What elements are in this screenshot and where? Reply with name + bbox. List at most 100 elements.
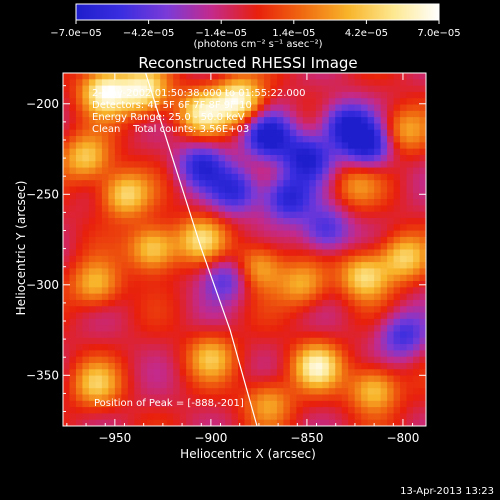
heatmap-cell	[192, 117, 200, 125]
heatmap-cell	[315, 217, 323, 225]
heatmap-cell	[244, 243, 252, 251]
heatmap-cell	[160, 413, 168, 421]
heatmap-cell	[186, 394, 194, 402]
heatmap-cell	[263, 337, 272, 345]
heatmap-cell	[127, 161, 135, 169]
heatmap-cell	[361, 85, 369, 93]
heatmap-cell	[322, 211, 330, 219]
heatmap-cell	[270, 356, 278, 364]
heatmap-cell	[108, 281, 116, 288]
heatmap-cell	[393, 394, 401, 402]
heatmap-cell	[302, 312, 310, 320]
heatmap-cell	[263, 180, 272, 188]
heatmap-cell	[328, 211, 336, 219]
heatmap-cell	[263, 299, 272, 307]
heatmap-cell	[212, 211, 220, 219]
heatmap-cell	[166, 350, 174, 358]
heatmap-cell	[354, 205, 362, 213]
heatmap-cell	[250, 388, 259, 396]
heatmap-cell	[238, 230, 246, 238]
heatmap-cell	[153, 419, 161, 426]
heatmap-cell	[192, 148, 200, 156]
heatmap-cell	[244, 211, 252, 219]
heatmap-cell	[374, 407, 382, 414]
heatmap-cell	[315, 180, 323, 188]
heatmap-cell	[225, 123, 233, 131]
heatmap-cell	[218, 337, 226, 345]
heatmap-cell	[413, 117, 421, 125]
heatmap-cell	[322, 91, 330, 99]
heatmap-cell	[63, 407, 71, 414]
heatmap-cell	[328, 161, 336, 169]
heatmap-cell	[374, 110, 382, 118]
heatmap-cell	[244, 110, 252, 118]
heatmap-cell	[192, 268, 200, 276]
heatmap-cell	[114, 192, 122, 200]
heatmap-cell	[296, 369, 304, 377]
heatmap-cell	[406, 154, 414, 162]
heatmap-cell	[225, 318, 233, 326]
heatmap-cell	[127, 230, 135, 238]
heatmap-cell	[250, 306, 259, 314]
heatmap-cell	[186, 79, 194, 87]
heatmap-cell	[257, 123, 265, 131]
heatmap-cell	[309, 230, 317, 238]
heatmap-cell	[393, 205, 401, 213]
heatmap-cell	[160, 388, 168, 396]
heatmap-cell	[309, 173, 317, 181]
heatmap-cell	[199, 388, 207, 396]
heatmap-cell	[153, 356, 161, 364]
heatmap-cell	[374, 356, 382, 364]
heatmap-cell	[354, 369, 362, 377]
heatmap-cell	[257, 331, 265, 339]
heatmap-cell	[328, 224, 336, 232]
heatmap-cell	[108, 388, 116, 396]
heatmap-cell	[406, 293, 414, 301]
heatmap-cell	[244, 136, 252, 143]
heatmap-cell	[296, 325, 304, 333]
heatmap-cell	[315, 413, 323, 421]
heatmap-cell	[192, 73, 200, 80]
heatmap-cell	[95, 91, 103, 99]
heatmap-cell	[63, 299, 71, 307]
heatmap-cell	[400, 400, 408, 408]
heatmap-cell	[335, 344, 343, 351]
heatmap-cell	[134, 362, 142, 370]
heatmap-cell	[108, 117, 116, 125]
heatmap-cell	[140, 375, 148, 383]
heatmap-cell	[199, 180, 207, 188]
heatmap-cell	[134, 255, 142, 263]
heatmap-cell	[199, 123, 207, 131]
heatmap-cell	[69, 407, 77, 414]
heatmap-cell	[354, 173, 362, 181]
heatmap-cell	[244, 337, 252, 345]
heatmap-cell	[140, 407, 148, 414]
heatmap-cell	[127, 419, 135, 426]
heatmap-cell	[406, 243, 414, 251]
heatmap-cell	[166, 167, 174, 175]
heatmap-cell	[238, 224, 246, 232]
heatmap-cell	[108, 249, 116, 257]
heatmap-cell	[354, 331, 362, 339]
heatmap-cell	[101, 73, 109, 80]
heatmap-cell	[302, 293, 310, 301]
heatmap-cell	[393, 356, 401, 364]
heatmap-cell	[335, 274, 343, 282]
heatmap-cell	[186, 110, 194, 118]
heatmap-cell	[393, 262, 401, 270]
heatmap-cell	[257, 281, 265, 288]
heatmap-cell	[257, 199, 265, 206]
heatmap-cell	[263, 117, 272, 125]
heatmap-cell	[173, 287, 181, 295]
heatmap-cell	[302, 362, 310, 370]
heatmap-cell	[367, 224, 375, 232]
heatmap-cell	[218, 369, 226, 377]
heatmap-cell	[173, 400, 181, 408]
heatmap-cell	[244, 268, 252, 276]
heatmap-cell	[225, 167, 233, 175]
heatmap-cell	[153, 98, 161, 106]
heatmap-cell	[361, 167, 369, 175]
heatmap-cell	[82, 344, 90, 351]
heatmap-cell	[387, 136, 395, 143]
heatmap-cell	[413, 79, 421, 87]
